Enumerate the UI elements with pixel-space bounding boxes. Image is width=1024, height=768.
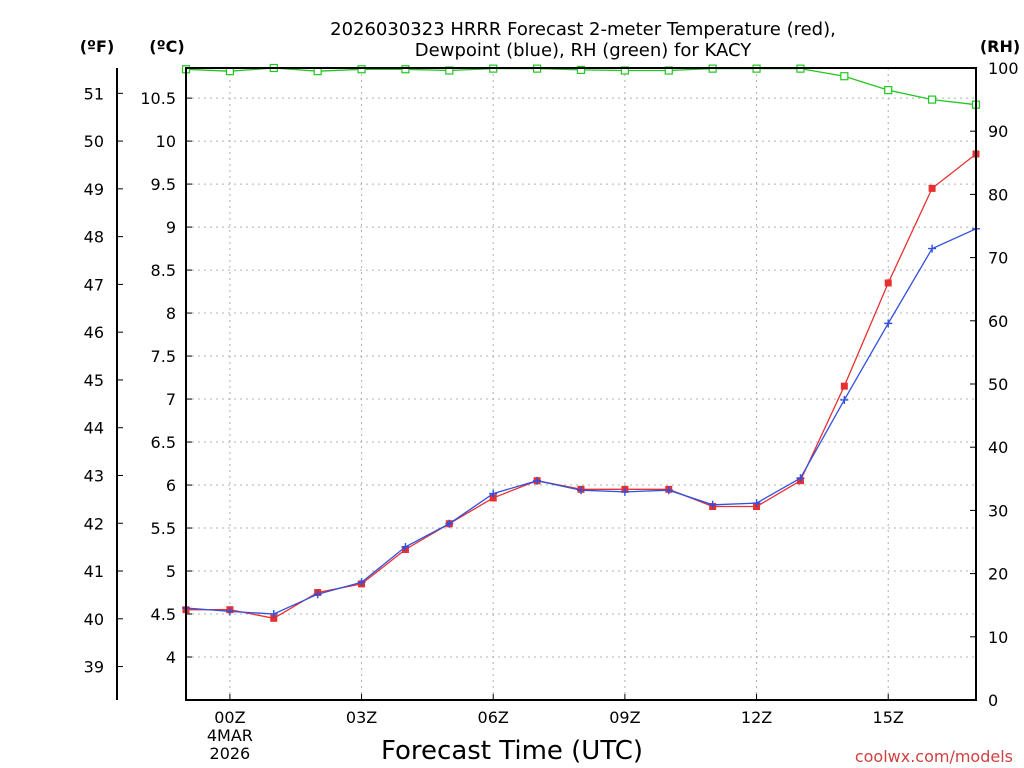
axis-ticks: 4 4.5 5 5.5 6 6.5 7 7.5 8 8.5 9 9.5 10 10.5 39 40 41 42 43… (84, 59, 1019, 763)
c-tick-label: 4.5 (151, 605, 176, 624)
c-tick-label: 9.5 (151, 175, 176, 194)
dewpoint-point (445, 519, 454, 528)
rh-point (928, 95, 937, 104)
chart-title-line1: 2026030323 HRRR Forecast 2-meter Tempera… (330, 19, 836, 40)
rh-point (401, 65, 410, 74)
f-tick-label: 40 (84, 610, 104, 629)
x-tick-label: 03Z (346, 708, 377, 727)
data-series (181, 63, 981, 622)
c-tick-label: 9 (166, 218, 176, 237)
rh-point (576, 65, 586, 74)
source-credit: coolwx.com/models (855, 747, 1013, 766)
f-tick-label: 43 (84, 466, 104, 485)
celsius-unit-label: (ºC) (149, 37, 184, 56)
temperature-point (840, 382, 848, 390)
dewpoint-point (620, 487, 629, 496)
dewpoint-point (489, 489, 498, 498)
rh-tick-label: 20 (988, 565, 1008, 584)
dewpoint-point (357, 578, 366, 587)
dewpoint-point (928, 244, 937, 253)
c-tick-label: 10 (156, 132, 176, 151)
grid (186, 68, 976, 700)
f-tick-label: 39 (84, 658, 104, 677)
fahrenheit-unit-label: (ºF) (80, 37, 115, 56)
x-tick-label: 00Z (214, 708, 245, 727)
f-tick-label: 46 (84, 323, 104, 342)
c-tick-label: 10.5 (140, 89, 176, 108)
f-tick-label: 49 (84, 180, 104, 199)
f-tick-label: 41 (84, 562, 104, 581)
rh-tick-label: 90 (988, 122, 1008, 141)
rh-tick-label: 40 (988, 438, 1008, 457)
rh-tick-label: 80 (988, 185, 1008, 204)
rh-unit-label: (RH) (980, 37, 1020, 56)
rh-point (884, 86, 893, 95)
dewpoint-point (708, 500, 717, 509)
rh-tick-label: 30 (988, 501, 1008, 520)
x-tick-label: 06Z (478, 708, 509, 727)
rh-tick-label: 60 (988, 312, 1008, 331)
dewpoint-point (664, 486, 673, 495)
dewpoint-point (225, 607, 234, 616)
rh-tick-label: 50 (988, 375, 1008, 394)
c-tick-label: 8.5 (151, 261, 176, 280)
dewpoint-point (313, 590, 322, 599)
x-tick-date: 4MAR (207, 726, 253, 745)
c-tick-label: 7.5 (151, 347, 176, 366)
f-tick-label: 50 (84, 132, 104, 151)
dewpoint-point (577, 486, 585, 495)
f-tick-label: 44 (84, 419, 104, 438)
c-tick-label: 8 (166, 304, 176, 323)
dewpoint-line (185, 228, 977, 615)
f-tick-label: 42 (84, 514, 104, 533)
c-tick-label: 5.5 (151, 519, 176, 538)
f-tick-label: 48 (84, 228, 104, 247)
c-tick-label: 6 (166, 476, 176, 495)
rh-tick-label: 0 (988, 691, 998, 710)
c-tick-label: 6.5 (151, 433, 176, 452)
c-tick-label: 5 (166, 562, 176, 581)
dewpoint-point (533, 476, 542, 485)
dewpoint-point (269, 610, 278, 619)
f-tick-label: 51 (84, 84, 104, 103)
rh-tick-label: 10 (988, 628, 1008, 647)
chart-title-line2: Dewpoint (blue), RH (green) for KACY (415, 40, 752, 61)
rh-tick-label: 100 (988, 59, 1019, 78)
f-tick-label: 45 (84, 371, 104, 390)
dewpoint-point (884, 319, 893, 328)
temperature-point (270, 614, 278, 622)
dewpoint-point (840, 395, 849, 404)
x-tick-year: 2026 (210, 744, 251, 763)
temperature-point (884, 279, 892, 287)
x-tick-label: 09Z (609, 708, 640, 727)
c-tick-label: 4 (166, 648, 176, 667)
plot-frame (185, 67, 977, 701)
dewpoint-point (752, 499, 761, 508)
temperature-point (928, 184, 936, 192)
rh-tick-label: 70 (988, 249, 1008, 268)
c-tick-label: 7 (166, 390, 176, 409)
x-tick-label: 15Z (873, 708, 904, 727)
f-tick-label: 47 (84, 275, 104, 294)
dewpoint-point (401, 542, 410, 551)
rh-point (357, 65, 366, 74)
x-axis-label: Forecast Time (UTC) (381, 736, 643, 766)
temperature-line (186, 153, 977, 619)
dewpoint-point (796, 474, 805, 483)
x-tick-label: 12Z (741, 708, 772, 727)
temperature-point (489, 494, 497, 502)
rh-point (840, 72, 849, 81)
